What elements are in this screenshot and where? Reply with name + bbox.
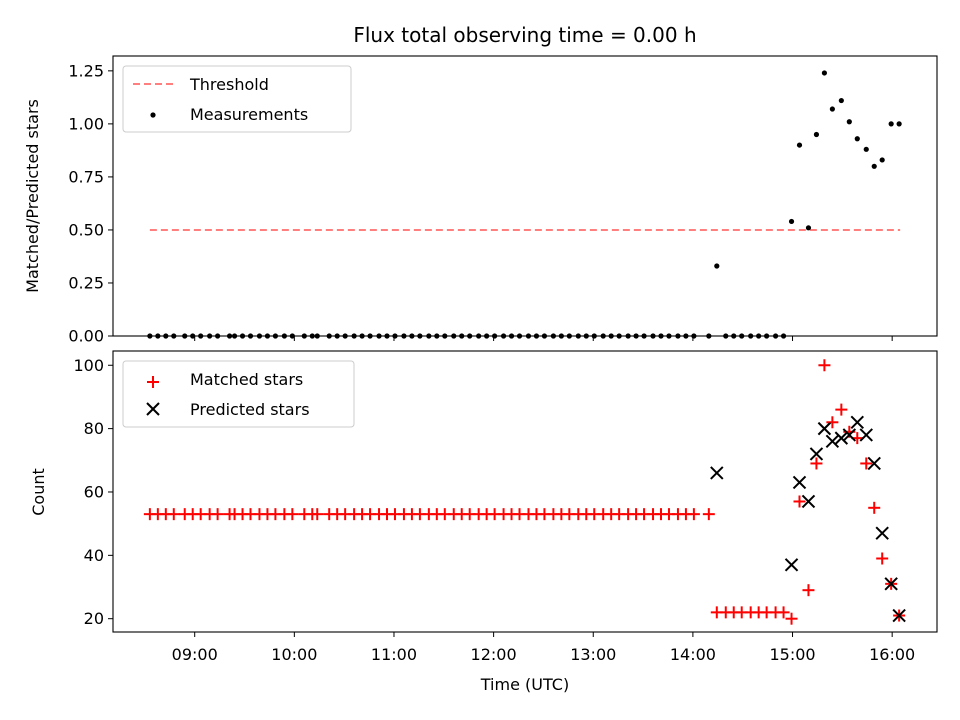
- legend-predicted-label: Predicted stars: [190, 400, 310, 419]
- y-tick-label: 40: [84, 546, 104, 565]
- predicted-star-point: [850, 415, 864, 429]
- bottom-panel: 20 40 60 80 100 09:00 10:00 11:00 12:00 13:00 14:…: [29, 350, 938, 694]
- y-tick-label: 0.75: [68, 167, 104, 186]
- y-tick-label: 100: [73, 356, 104, 375]
- x-tick-label: 09:00: [172, 645, 218, 664]
- measurement-point: [805, 225, 812, 231]
- top-x-ticks: [194, 336, 893, 341]
- x-tick-label: 15:00: [769, 645, 815, 664]
- predicted-star-point: [825, 434, 840, 448]
- y-tick-label: 1.00: [68, 114, 104, 133]
- x-tick-label: 12:00: [471, 645, 517, 664]
- matched-stars-series: [143, 359, 906, 625]
- y-tick-label: 80: [84, 419, 104, 438]
- matched-star-point: [860, 457, 873, 470]
- bottom-axes-frame: [112, 350, 938, 633]
- matched-star-point: [802, 584, 815, 597]
- predicted-star-point: [892, 608, 906, 623]
- matched-star-point: [777, 606, 790, 619]
- predicted-star-point: [867, 456, 881, 471]
- measurement-point: [896, 121, 902, 127]
- matched-star-point: [793, 495, 806, 508]
- x-tick-label: 10:00: [271, 645, 317, 664]
- measurement-point: [829, 106, 835, 112]
- matched-star-point: [311, 508, 324, 521]
- legend-matched-swatch: [147, 376, 159, 388]
- predicted-star-point: [710, 466, 724, 480]
- legend-predicted-swatch: [146, 402, 160, 416]
- legend-threshold-label: Threshold: [189, 75, 269, 94]
- bottom-y-axis-label: Count: [29, 468, 48, 516]
- predicted-star-point: [842, 428, 857, 442]
- y-tick-label: 60: [84, 482, 104, 501]
- top-legend: Threshold Measurements: [122, 65, 352, 133]
- matched-star-point: [211, 508, 224, 521]
- x-tick-label: 13:00: [570, 645, 616, 664]
- measurement-point: [863, 146, 869, 152]
- x-axis-label: Time (UTC): [480, 675, 569, 694]
- matched-star-point: [835, 403, 848, 416]
- predicted-star-point: [809, 447, 824, 461]
- bottom-x-axis: 09:00 10:00 11:00 12:00 13:00 14:00 15:00 16:00: [172, 632, 915, 664]
- y-tick-label: 0.50: [68, 220, 104, 239]
- measurement-point: [871, 163, 877, 169]
- measurement-point: [888, 121, 894, 127]
- top-axes-frame: [112, 55, 938, 337]
- matched-star-point: [868, 501, 881, 514]
- measurement-point: [821, 70, 828, 76]
- measurement-point: [714, 263, 720, 269]
- measurement-point: [788, 218, 795, 225]
- bottom-y-axis: 20 40 60 80 100: [73, 356, 113, 628]
- bottom-legend-box: [122, 360, 355, 428]
- top-y-axis-label: Matched/Predicted stars: [23, 99, 42, 293]
- x-tick-label: 11:00: [371, 645, 417, 664]
- predicted-star-point: [784, 558, 799, 572]
- predicted-star-point: [875, 526, 889, 540]
- legend-measurements-swatch: [150, 112, 156, 118]
- predicted-star-point: [859, 428, 873, 442]
- top-y-axis: 0.00 0.25 0.50 0.75 1.00 1.25: [68, 61, 113, 346]
- matched-star-point: [818, 359, 831, 372]
- y-tick-label: 0.25: [68, 273, 104, 292]
- chart-title: Flux total observing time = 0.00 h: [353, 23, 696, 47]
- matched-star-point: [810, 457, 823, 470]
- measurement-point: [813, 131, 820, 138]
- matched-star-point: [826, 416, 839, 429]
- y-tick-label: 20: [84, 609, 104, 628]
- y-tick-label: 0.00: [68, 327, 104, 346]
- matched-star-point: [286, 508, 299, 521]
- matched-star-point: [167, 508, 180, 521]
- x-tick-label: 14:00: [670, 645, 716, 664]
- predicted-stars-series: [710, 415, 906, 623]
- matched-star-point: [702, 508, 715, 521]
- matched-star-point: [876, 552, 889, 565]
- measurement-point: [796, 142, 803, 148]
- predicted-star-point: [792, 475, 807, 490]
- x-tick-label: 16:00: [869, 645, 915, 664]
- measurement-point: [879, 157, 885, 163]
- legend-matched-label: Matched stars: [190, 370, 303, 389]
- y-tick-label: 1.25: [68, 61, 104, 80]
- measurement-point: [838, 97, 844, 104]
- matched-star-point: [687, 508, 700, 521]
- top-panel: 0.00 0.25 0.50 0.75 1.00 1.25 Matched/Predict…: [23, 55, 938, 346]
- predicted-star-point: [884, 577, 898, 591]
- matched-star-point: [785, 612, 798, 625]
- top-legend-box: [122, 65, 352, 133]
- predicted-star-point: [817, 421, 832, 436]
- predicted-star-point: [834, 431, 849, 445]
- bottom-legend: Matched stars Predicted stars: [122, 360, 355, 428]
- legend-measurements-label: Measurements: [190, 105, 308, 124]
- predicted-star-point: [801, 494, 816, 509]
- measurement-point: [846, 119, 852, 125]
- measurement-point: [854, 136, 860, 142]
